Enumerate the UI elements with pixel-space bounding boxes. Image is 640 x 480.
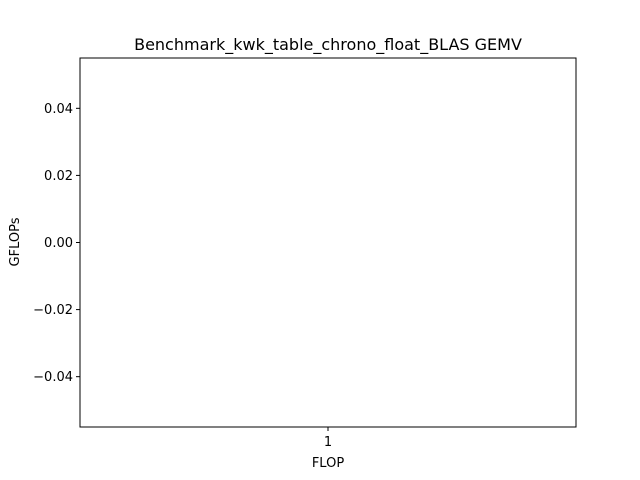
y-axis-label: GFLOPs — [8, 217, 23, 266]
x-tick-label: 1 — [324, 435, 332, 450]
y-tick-label: 0.02 — [44, 169, 73, 184]
y-axis: 0.04 0.02 0.00 −0.02 −0.04 — [33, 102, 80, 385]
plot-area — [79, 57, 577, 428]
chart-title: Benchmark_kwk_table_chrono_float_BLAS GE… — [134, 35, 522, 55]
x-axis: 1 — [324, 427, 332, 450]
y-tick-label: 0.00 — [44, 236, 73, 251]
y-tick-label: −0.02 — [33, 303, 73, 318]
y-tick-label: −0.04 — [33, 370, 73, 385]
x-axis-label: FLOP — [312, 456, 344, 471]
y-tick-label: 0.04 — [44, 102, 73, 117]
